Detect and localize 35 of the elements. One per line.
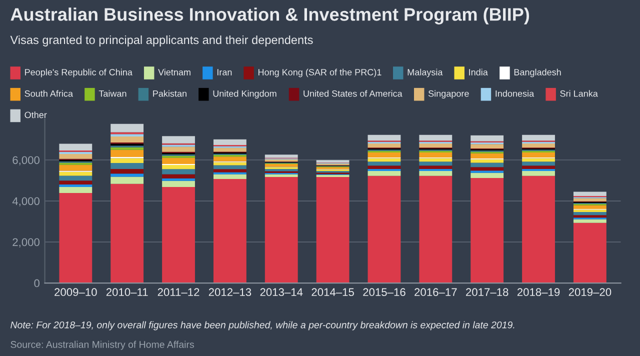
x-tick-label: 2018–19 — [517, 288, 560, 296]
x-tick-label: 2017–18 — [466, 288, 508, 296]
legend-label: Pakistan — [153, 90, 186, 97]
legend-label: United Kingdom — [213, 90, 276, 99]
x-tick-label: 2011–12 — [158, 288, 200, 296]
source-note: Source: Australian Ministry of Home Affairs — [10, 340, 194, 350]
legend-label: Hong Kong (SAR of the PRC)1 — [258, 68, 382, 78]
x-tick-label: 2010–11 — [106, 288, 148, 296]
legend-label: United States of America — [304, 90, 402, 97]
chart-title: Australian Business Innovation & Investment Program (BIIP) — [10, 8, 530, 24]
legend-label: Iran — [217, 69, 232, 76]
legend-label: Taiwan — [98, 90, 126, 97]
x-tick-label: 2009–10 — [54, 288, 97, 296]
legend-label: People's Republic of China — [25, 68, 132, 78]
x-tick-label: 2012–13 — [208, 288, 252, 296]
x-tick-label: 2015–16 — [363, 288, 406, 296]
legend-label: Bangladesh — [514, 68, 561, 78]
legend-label: Singapore — [428, 90, 469, 99]
x-tick-label: 2019–20 — [568, 288, 612, 296]
y-tick-label: 6,000 — [12, 156, 40, 166]
legend-label: South Africa — [24, 90, 73, 97]
x-tick-label: 2016–17 — [414, 288, 457, 296]
legend-label: India — [469, 68, 488, 76]
text: Note: For 2018–19, only overall figures have been published, while a per-country breakdown is expected in late 2019. — [10, 321, 514, 330]
legend-label: Vietnam — [158, 68, 190, 76]
legend-label: Malaysia — [408, 68, 443, 78]
legend-label: Sri Lanka — [560, 90, 598, 97]
x-tick-label: 2013–14 — [260, 288, 303, 296]
x-tick-label: 2014–15 — [312, 288, 354, 296]
y-tick-label: 0 — [34, 279, 40, 288]
y-tick-label: 4,000 — [12, 197, 40, 206]
legend-label: Indonesia — [496, 90, 534, 97]
legend-label: Other — [24, 111, 47, 118]
chart-subtitle: Visas granted to principal applicants and their dependents — [10, 35, 313, 46]
y-tick-label: 2,000 — [12, 238, 40, 248]
